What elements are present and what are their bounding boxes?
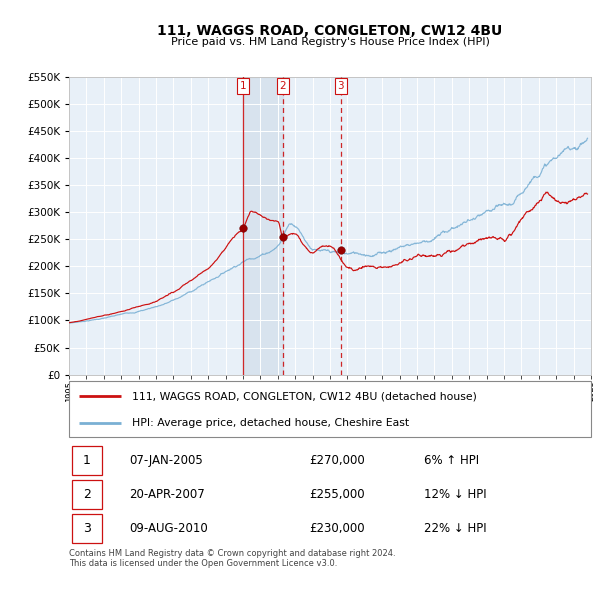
Bar xyxy=(244,77,283,375)
Text: 1: 1 xyxy=(83,454,91,467)
Text: 3: 3 xyxy=(83,522,91,535)
Text: 111, WAGGS ROAD, CONGLETON, CW12 4BU (detached house): 111, WAGGS ROAD, CONGLETON, CW12 4BU (de… xyxy=(131,391,476,401)
Text: HPI: Average price, detached house, Cheshire East: HPI: Average price, detached house, Ches… xyxy=(131,418,409,428)
Text: £255,000: £255,000 xyxy=(309,487,365,501)
Bar xyxy=(71,480,102,509)
Text: 1: 1 xyxy=(240,81,247,91)
Text: 3: 3 xyxy=(337,81,344,91)
Text: Contains HM Land Registry data © Crown copyright and database right 2024.
This d: Contains HM Land Registry data © Crown c… xyxy=(69,549,395,568)
Text: 12% ↓ HPI: 12% ↓ HPI xyxy=(424,487,487,501)
Text: 09-AUG-2010: 09-AUG-2010 xyxy=(129,522,208,535)
Text: 2: 2 xyxy=(280,81,286,91)
Text: 20-APR-2007: 20-APR-2007 xyxy=(129,487,205,501)
Text: Price paid vs. HM Land Registry's House Price Index (HPI): Price paid vs. HM Land Registry's House … xyxy=(170,37,490,47)
Text: £230,000: £230,000 xyxy=(309,522,365,535)
Text: £270,000: £270,000 xyxy=(309,454,365,467)
Text: 6% ↑ HPI: 6% ↑ HPI xyxy=(424,454,479,467)
Bar xyxy=(71,514,102,543)
Text: 22% ↓ HPI: 22% ↓ HPI xyxy=(424,522,487,535)
Text: 2: 2 xyxy=(83,487,91,501)
Text: 07-JAN-2005: 07-JAN-2005 xyxy=(129,454,203,467)
Bar xyxy=(71,445,102,474)
Text: 111, WAGGS ROAD, CONGLETON, CW12 4BU: 111, WAGGS ROAD, CONGLETON, CW12 4BU xyxy=(157,24,503,38)
